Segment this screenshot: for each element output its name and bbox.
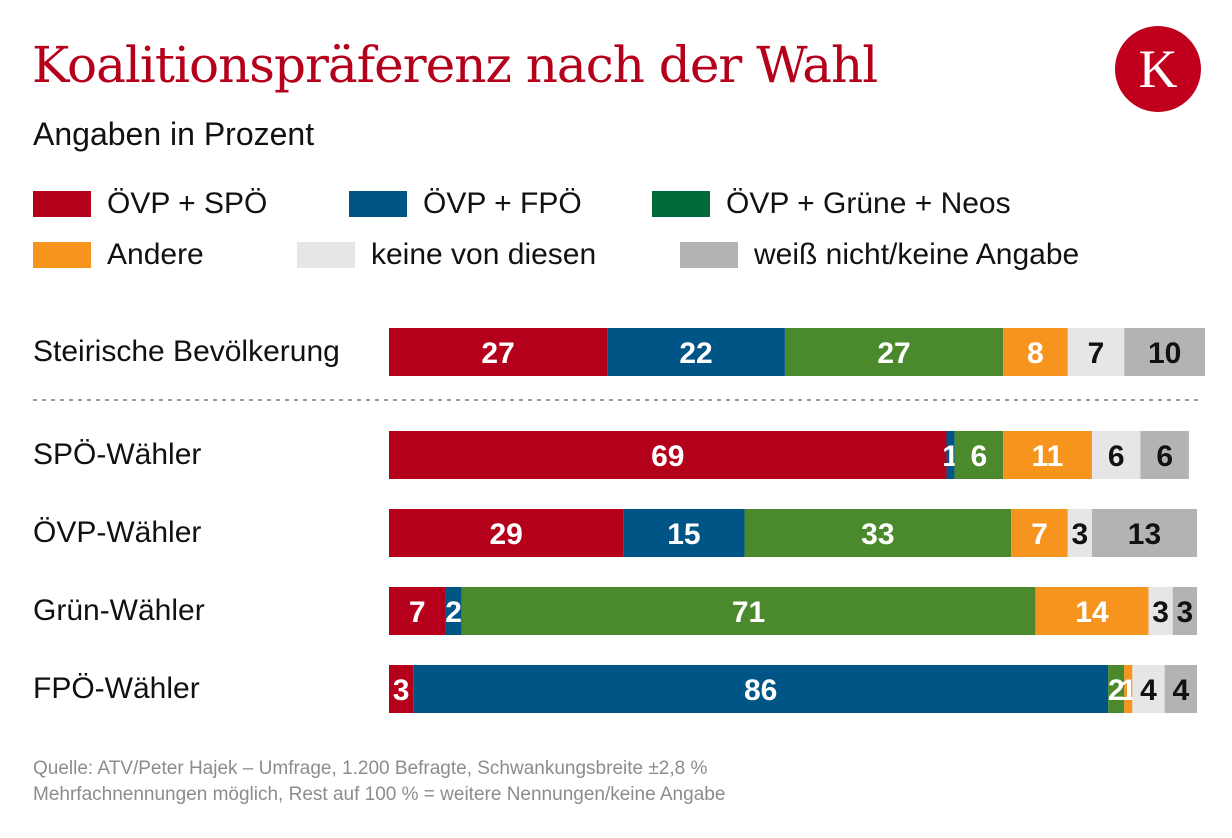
bar-segment [623,509,745,557]
data-label: 2 [1108,674,1125,707]
data-label: 8 [1027,337,1044,370]
legend-item: Andere [33,238,204,272]
bar-segment [1035,587,1149,635]
bar-segment [1124,665,1133,713]
data-label: 27 [877,337,910,370]
data-label: 15 [667,518,700,551]
logo-letter: K [1138,39,1178,99]
data-label: 7 [409,596,426,629]
bar-segment [744,509,1012,557]
legend-swatch [33,191,91,217]
bar-segment [1132,665,1165,713]
legend-swatch [33,242,91,268]
bar-segment [389,587,446,635]
data-label: 6 [970,440,987,473]
data-label: 71 [732,596,765,629]
row-label: SPÖ-Wähler [33,438,202,471]
source-line: Quelle: ATV/Peter Hajek – Umfrage, 1.200… [33,758,708,779]
data-label: 27 [481,337,514,370]
bar-segment [389,509,624,557]
bar-segment [1148,587,1173,635]
legend-swatch [680,242,738,268]
legend-label: ÖVP + Grüne + Neos [726,187,1011,220]
row-label: FPÖ-Wähler [33,672,200,705]
data-label: 3 [1152,596,1169,629]
data-label: 33 [861,518,894,551]
data-label: 7 [1031,518,1048,551]
bar-segment [607,328,785,376]
legend-swatch [652,191,710,217]
legend-label: weiß nicht/keine Angabe [754,238,1080,271]
footnote-line: Mehrfachnennungen möglich, Rest auf 100 … [33,784,726,805]
legend-item: ÖVP + FPÖ [349,187,582,221]
data-label: 2 [445,596,462,629]
chart-title: Koalitionspräferenz nach der Wahl [32,36,878,94]
legend-label: keine von diesen [371,238,597,271]
row-label: ÖVP-Wähler [33,516,202,549]
bar-segment [1003,431,1092,479]
data-label: 4 [1172,674,1189,707]
bar-segment [413,665,1109,713]
row-label: Grün-Wähler [33,594,205,627]
legend-label: Andere [107,238,204,271]
chart-subtitle: Angaben in Prozent [33,116,315,152]
bar-segment [1164,665,1197,713]
bar-segment [389,328,608,376]
bar-segment [389,431,947,479]
legend-item: weiß nicht/keine Angabe [680,238,1079,272]
bar-segment [954,431,1004,479]
data-label: 7 [1088,337,1105,370]
legend-swatch [297,242,355,268]
legend-label: ÖVP + SPÖ [107,187,268,220]
legend-item: ÖVP + Grüne + Neos [652,187,1011,221]
bar-segment [1067,509,1092,557]
bar-segment [1140,431,1189,479]
data-label: 69 [651,440,684,473]
bar-segment [1003,328,1068,376]
bar-segment [1011,509,1068,557]
bar-segment [1108,665,1125,713]
data-label: 3 [1071,518,1088,551]
data-label: 3 [393,674,410,707]
data-label: 29 [489,518,522,551]
bar-segment [1172,587,1197,635]
data-label: 6 [1108,440,1125,473]
data-label: 10 [1148,337,1181,370]
legend-swatch [349,191,407,217]
bar-segment [445,587,462,635]
bar-segment [389,665,414,713]
legend-item: ÖVP + SPÖ [33,187,267,221]
data-label: 11 [1032,440,1064,473]
bar-segment [1091,431,1141,479]
bar-segment [1124,328,1206,376]
bar-segment [461,587,1036,635]
data-label: 3 [1177,596,1194,629]
bar-segment [784,328,1004,376]
data-label: 6 [1156,440,1173,473]
bar-segment [946,431,955,479]
data-label: 14 [1075,596,1109,629]
data-label: 4 [1140,674,1157,707]
data-label: 86 [744,674,777,707]
source-note: Quelle: ATV/Peter Hajek – Umfrage, 1.200… [33,756,725,808]
row-label: Steirische Bevölkerung [33,335,340,368]
data-label: 13 [1128,518,1161,551]
brand-logo: K [1115,26,1201,112]
bar-segment [1067,328,1125,376]
data-label: 22 [679,337,712,370]
legend-item: keine von diesen [297,238,596,272]
bar-segment [1091,509,1197,557]
legend-label: ÖVP + FPÖ [423,187,582,220]
